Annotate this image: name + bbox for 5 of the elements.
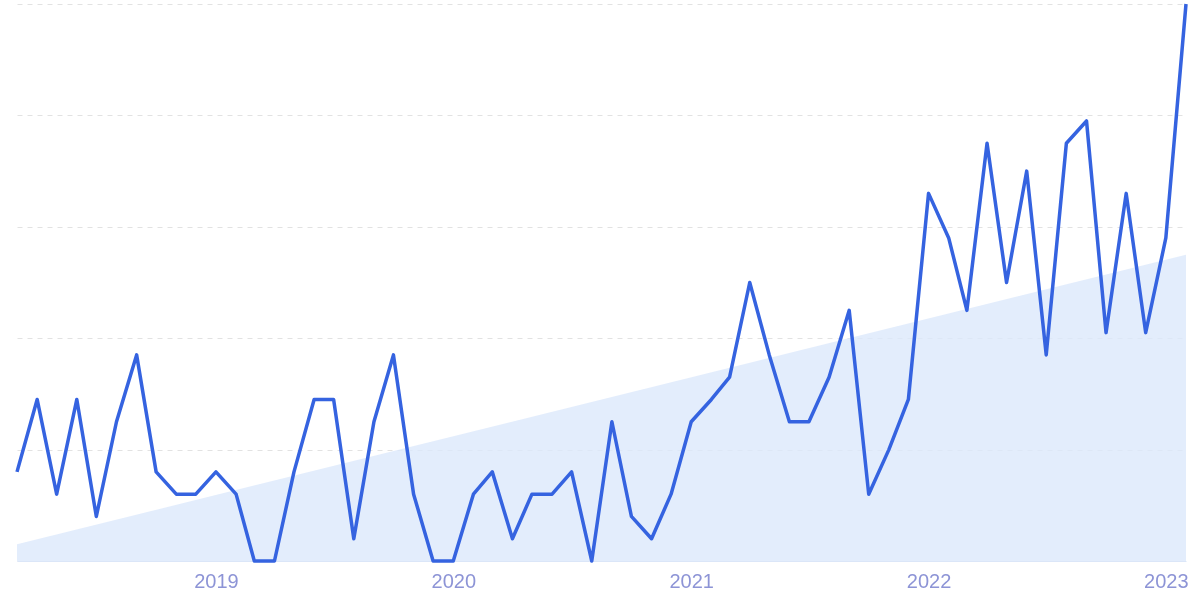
x-tick-label: 2022 [906,569,952,592]
x-tick-label: 2021 [669,569,714,592]
x-tick-label: 2020 [431,569,477,592]
x-tick-label: 2023 [1144,569,1189,592]
x-tick-label: 2019 [194,569,239,592]
